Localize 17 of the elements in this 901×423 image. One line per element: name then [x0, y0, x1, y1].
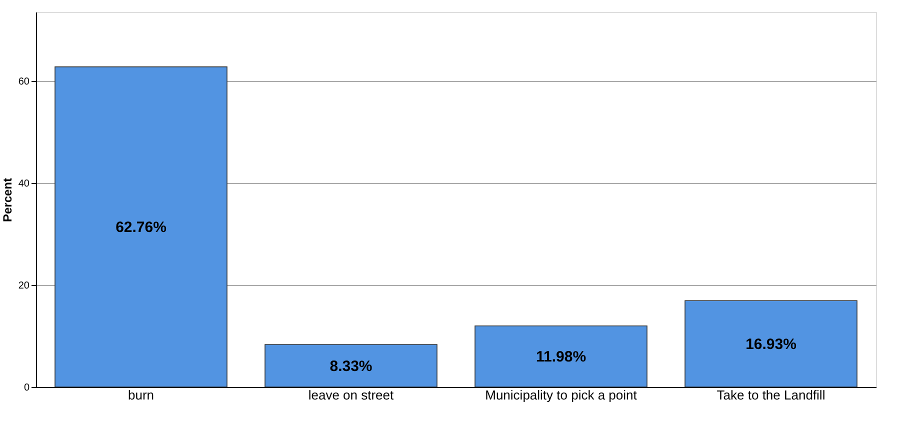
- bar: [474, 325, 648, 388]
- x-tick-label: burn: [128, 388, 154, 402]
- x-tick-label: Municipality to pick a point: [485, 388, 638, 402]
- data-label: 62.76%: [116, 218, 166, 236]
- bar: [684, 300, 858, 388]
- data-label: 11.98%: [536, 348, 586, 366]
- bar: [264, 344, 438, 388]
- y-tick-label: 0: [24, 382, 30, 394]
- x-tick-label: leave on street: [308, 388, 394, 402]
- y-tick-label: 40: [18, 178, 30, 190]
- y-tick-label: 60: [18, 76, 30, 88]
- y-tick-label: 20: [18, 280, 30, 292]
- data-label: 16.93%: [746, 336, 796, 353]
- x-tick-label: Take to the Landfill: [716, 388, 826, 402]
- y-axis-title: Percent: [0, 178, 14, 222]
- data-label: 8.33%: [330, 358, 372, 375]
- bar: [54, 66, 228, 388]
